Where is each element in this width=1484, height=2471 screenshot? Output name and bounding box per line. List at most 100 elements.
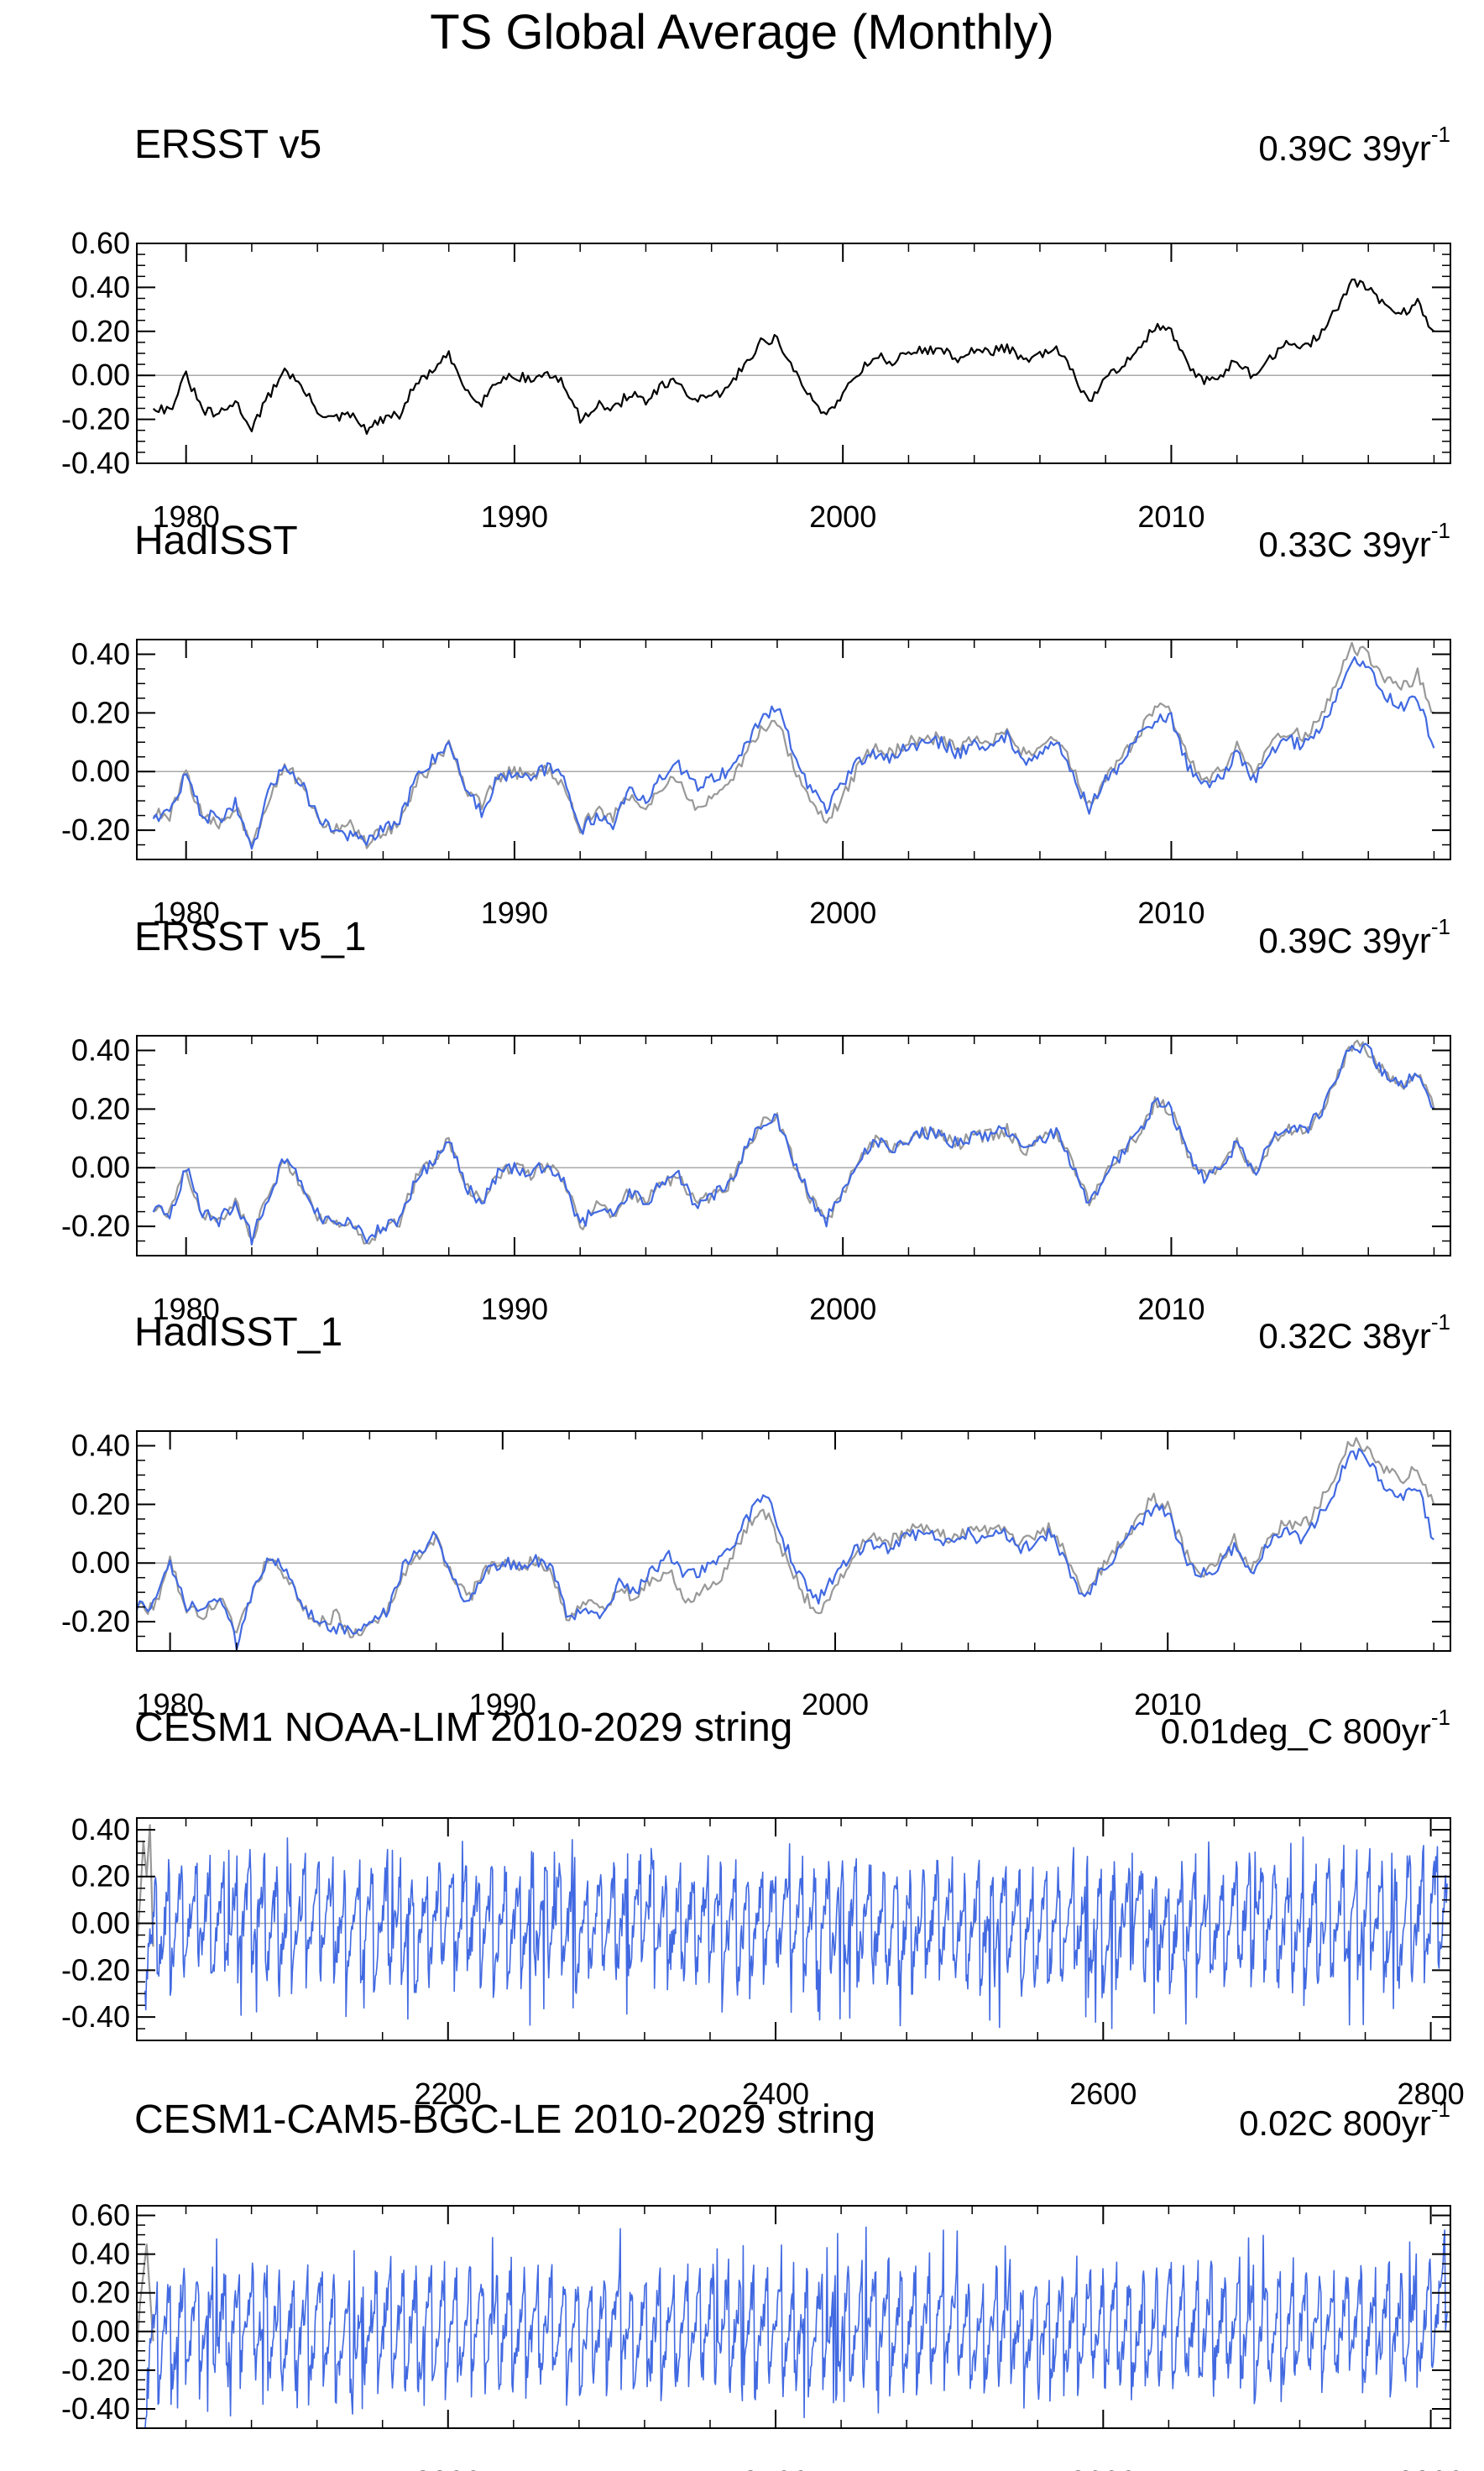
y-tick-label: 0.40: [71, 636, 130, 671]
x-tick-label: 1990: [481, 1292, 548, 1326]
panel-title: HadISST: [134, 519, 298, 563]
series-group: [152, 1039, 1435, 1246]
x-tick-label: 2000: [809, 499, 876, 534]
x-tick-label: 2000: [809, 896, 876, 930]
series-line-reference: [137, 1437, 1435, 1638]
series-line-observation: [152, 278, 1435, 435]
series-group: [137, 1437, 1435, 1651]
y-tick-label: 0.00: [71, 1150, 130, 1184]
x-tick-label: 1980: [137, 1687, 204, 1721]
x-tick-label: 1990: [481, 499, 548, 534]
y-tick-label: 0.00: [71, 1545, 130, 1580]
panel-ersst-v5: ERSST v5 0.39C 39yr-1 -0.40 -0.20 0.00 0.20…: [0, 118, 1484, 534]
x-tick-label: 2200: [415, 2077, 482, 2111]
y-tick-label: -0.20: [61, 2353, 130, 2387]
x-tick-label: 2800: [1398, 2077, 1465, 2111]
x-tick-label: 2600: [1069, 2077, 1137, 2111]
plot-area: -0.20 0.00 0.20 0.40 1980 1990 2000 2010: [61, 1428, 1451, 1721]
x-tick-label: 2000: [809, 1292, 876, 1326]
y-tick-label: 0.40: [71, 269, 130, 304]
y-tick-label: 0.60: [71, 226, 130, 260]
plot-frame: [136, 2205, 1451, 2429]
series-group: [137, 1824, 1448, 2030]
series-line-model: [144, 2226, 1448, 2428]
y-tick-label: 0.00: [71, 358, 130, 392]
x-tick-label: 2000: [802, 1687, 869, 1721]
x-tick-label: 2010: [1137, 499, 1204, 534]
x-tick-label: 2800: [1398, 2464, 1465, 2471]
y-tick-label: -0.40: [61, 1999, 130, 2034]
plot-frame: [136, 1035, 1451, 1256]
series-group: [152, 278, 1435, 435]
panel-ersst-v5-1: ERSST v5_1 0.39C 39yr-1 -0.20 0.00 0.20 0.4…: [0, 910, 1484, 1326]
series-group: [152, 641, 1435, 850]
x-tick-label: 1990: [481, 896, 548, 930]
plot-frame: [136, 639, 1451, 860]
plot-frame: [136, 1430, 1451, 1652]
panel-cesm1-cam5-bgc-le: CESM1-CAM5-BGC-LE 2010-2029 string 0.02C…: [0, 2092, 1484, 2471]
panel-title: CESM1-CAM5-BGC-LE 2010-2029 string: [134, 2097, 876, 2142]
plot-frame: [136, 1817, 1451, 2041]
x-tick-label: 2400: [742, 2077, 809, 2111]
panel-title: ERSST v5_1: [134, 915, 367, 959]
x-tick-label: 2010: [1137, 1292, 1204, 1326]
series-line-reference: [153, 1039, 1435, 1245]
x-tick-label: 1980: [153, 1292, 220, 1326]
x-tick-label: 1980: [153, 896, 220, 930]
y-tick-label: 0.40: [71, 1032, 130, 1067]
trend-label: 0.01deg_C 800yr-1: [1160, 1705, 1450, 1751]
y-tick-label: 0.00: [71, 1906, 130, 1941]
y-tick-label: 0.40: [71, 1428, 130, 1462]
panel-title: ERSST v5: [134, 123, 322, 167]
y-tick-label: -0.20: [61, 402, 130, 436]
y-tick-label: 0.40: [71, 2237, 130, 2271]
y-tick-label: -0.40: [61, 446, 130, 480]
y-tick-label: -0.40: [61, 2391, 130, 2426]
y-tick-label: 0.60: [71, 2198, 130, 2233]
trend-label: 0.39C 39yr-1: [1258, 914, 1450, 960]
y-tick-label: 0.20: [71, 1859, 130, 1894]
x-tick-label: 1990: [469, 1687, 536, 1721]
y-tick-label: 0.20: [71, 1091, 130, 1126]
series-line-model: [152, 656, 1435, 850]
panel-cesm1-noaa-lim: CESM1 NOAA-LIM 2010-2029 string 0.01deg_…: [0, 1700, 1484, 2111]
y-tick-label: 0.20: [71, 314, 130, 348]
y-tick-label: -0.20: [61, 1952, 130, 1987]
trend-label: 0.32C 38yr-1: [1258, 1309, 1450, 1356]
series-line-reference: [137, 1824, 154, 1947]
trend-label: 0.02C 800yr-1: [1239, 2097, 1450, 2143]
figure-title: TS Global Average (Monthly): [430, 5, 1054, 60]
series-line-reference: [137, 2244, 154, 2351]
plot-area: -0.40 -0.20 0.00 0.20 0.40 2200 2400 2600 2800: [61, 1812, 1465, 2111]
y-tick-label: -0.20: [61, 1604, 130, 1638]
y-tick-label: 0.20: [71, 2275, 130, 2310]
panel-title: CESM1 NOAA-LIM 2010-2029 string: [134, 1706, 793, 1750]
x-tick-label: 2600: [1069, 2464, 1137, 2471]
y-tick-label: 0.40: [71, 1812, 130, 1847]
plot-frame: [136, 243, 1451, 464]
y-tick-label: 0.00: [71, 2314, 130, 2348]
series-line-model: [137, 1448, 1434, 1651]
x-tick-label: 2200: [415, 2464, 482, 2471]
y-tick-label: 0.20: [71, 695, 130, 729]
panel-hadisst-1: HadISST_1 0.32C 38yr-1 -0.20 0.00 0.20 0.40…: [0, 1305, 1484, 1721]
series-line-model: [152, 1042, 1435, 1246]
plot-area: -0.40 -0.20 0.00 0.20 0.40 0.60 1980 1990 2000 20…: [61, 226, 1451, 534]
x-tick-label: 2400: [742, 2464, 809, 2471]
x-tick-label: 2010: [1134, 1687, 1201, 1721]
y-tick-label: -0.20: [61, 812, 130, 847]
trend-label: 0.33C 39yr-1: [1258, 518, 1450, 564]
series-line-model: [144, 1836, 1448, 2030]
panel-title: HadISST_1: [134, 1310, 343, 1355]
series-line-reference: [153, 641, 1434, 849]
x-tick-label: 2010: [1137, 896, 1204, 930]
trend-label: 0.39C 39yr-1: [1258, 122, 1450, 168]
y-tick-label: -0.20: [61, 1209, 130, 1243]
plot-area: -0.40 -0.20 0.00 0.20 0.40 0.60 2200 2400 2600 28…: [61, 2198, 1465, 2471]
y-tick-label: 0.00: [71, 754, 130, 788]
panel-hadisst: HadISST 0.33C 39yr-1 -0.20 0.00 0.20 0.40 19…: [0, 514, 1484, 930]
plot-area: -0.20 0.00 0.20 0.40 1980 1990 2000 2010: [61, 1032, 1451, 1326]
y-tick-label: 0.20: [71, 1486, 130, 1521]
series-group: [137, 2226, 1448, 2428]
plot-area: -0.20 0.00 0.20 0.40 1980 1990 2000 2010: [61, 636, 1451, 930]
